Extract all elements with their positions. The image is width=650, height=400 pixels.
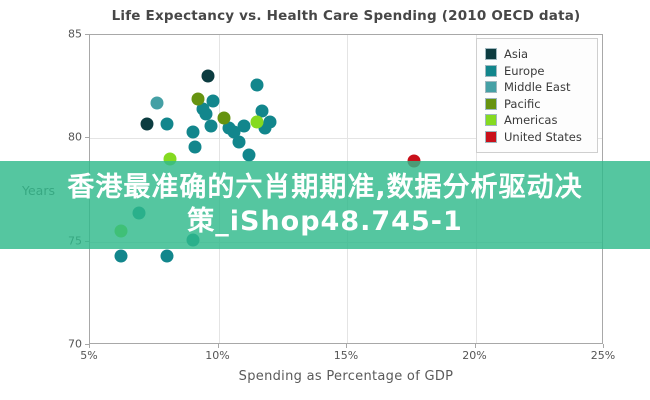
x-tick-mark: [346, 344, 347, 348]
ad-overlay-banner[interactable]: 香港最准确的六肖期期准,数据分析驱动决 策_iShop48.745-1: [0, 161, 650, 249]
legend-label: Europe: [504, 63, 545, 78]
legend-swatch-icon: [485, 64, 497, 77]
legend-label: Middle East: [504, 80, 571, 95]
data-point: [191, 92, 205, 106]
data-point: [250, 115, 264, 129]
legend-item: Pacific: [485, 96, 589, 113]
legend-item: United States: [485, 129, 589, 146]
y-tick-mark: [85, 137, 89, 139]
data-point: [150, 96, 164, 110]
data-point: [237, 119, 251, 133]
chart-title: Life Expectancy vs. Health Care Spending…: [111, 8, 581, 24]
y-tick-label: 85: [68, 27, 82, 41]
data-point: [204, 119, 218, 133]
x-tick-mark: [89, 344, 90, 348]
legend-label: United States: [504, 129, 582, 144]
data-point: [250, 78, 264, 92]
data-point: [114, 249, 128, 263]
data-point: [242, 148, 256, 162]
ad-overlay-text-line2: 策_iShop48.745-1: [187, 206, 463, 237]
legend: Asia Europe Middle East Pacific Americas Unit…: [476, 38, 598, 153]
data-point: [217, 111, 231, 125]
data-point: [199, 107, 213, 121]
y-tick-label: 70: [68, 337, 82, 351]
data-point: [201, 69, 215, 83]
data-point: [227, 125, 241, 139]
x-axis-label: Spending as Percentage of GDP: [238, 369, 454, 384]
legend-label: Asia: [504, 47, 529, 62]
data-point: [160, 249, 174, 263]
data-point: [140, 117, 154, 131]
legend-swatch-icon: [485, 114, 497, 127]
x-tick-label: 20%: [462, 349, 487, 362]
legend-item: Middle East: [485, 79, 589, 96]
data-point: [186, 125, 200, 139]
x-tick-label: 5%: [80, 349, 98, 362]
ad-overlay-text-line1: 香港最准确的六肖期期准,数据分析驱动决: [67, 172, 583, 203]
legend-swatch-icon: [485, 48, 497, 61]
x-tick-label: 25%: [590, 349, 616, 362]
y-tick-label: 80: [68, 130, 82, 144]
legend-swatch-icon: [485, 130, 497, 143]
x-tick-mark: [474, 344, 476, 348]
y-tick-mark: [85, 344, 89, 345]
data-point: [206, 94, 220, 108]
legend-label: Pacific: [504, 96, 541, 111]
legend-item: Asia: [485, 46, 589, 63]
data-point: [255, 104, 269, 118]
horizontal-gridline: [90, 138, 602, 140]
y-tick-mark: [85, 34, 89, 35]
x-tick-label: 15%: [333, 349, 359, 362]
x-tick-mark: [217, 344, 219, 348]
legend-item: Americas: [485, 112, 589, 129]
legend-label: Americas: [504, 113, 558, 128]
legend-item: Europe: [485, 63, 589, 80]
data-point: [188, 140, 202, 154]
legend-swatch-icon: [485, 97, 497, 110]
data-point: [160, 117, 174, 131]
x-tick-mark: [603, 344, 604, 348]
x-tick-label: 10%: [205, 349, 230, 362]
data-point: [232, 135, 246, 149]
legend-swatch-icon: [485, 81, 497, 94]
